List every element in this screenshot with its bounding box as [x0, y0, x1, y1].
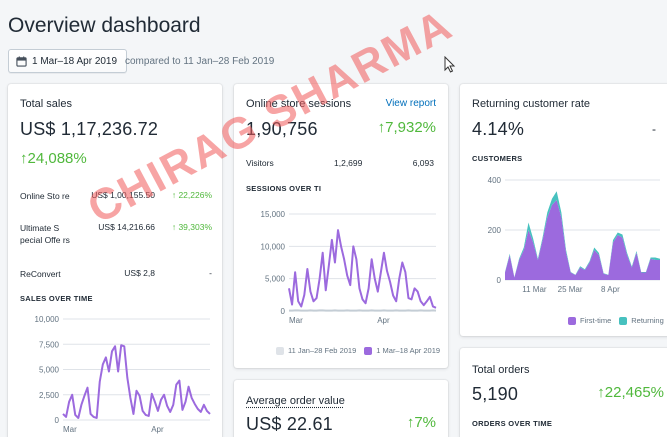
returning-value: 4.14%	[472, 119, 525, 139]
visitors-change: 6,093	[412, 158, 434, 168]
sales-row-name: ReConvert	[20, 269, 61, 279]
x-tick-label: Apr	[151, 425, 164, 434]
average-order-value: US$ 22.61	[246, 414, 333, 434]
sales-row: Online Sto re US$ 1,00,155.50 ↑ 22,226%	[20, 190, 212, 202]
customers-chart: 0 200 400 11 Mar 25 Mar 8 Apr	[488, 176, 660, 294]
legend-swatch-previous	[276, 346, 284, 355]
sales-row-value: US$ 2,8	[124, 268, 155, 278]
page-title: Overview dashboard	[8, 14, 201, 37]
sessions-card: Online store sessions View report 1,90,7…	[234, 84, 448, 368]
legend-swatch-returning	[619, 316, 628, 325]
sales-row-value: US$ 1,00,155.50	[91, 190, 155, 200]
y-tick-label: 5,000	[39, 366, 60, 375]
customers-legend: First-time Returning	[568, 316, 664, 325]
sales-row-name: Ultimate S pecial Offe rs	[20, 223, 70, 245]
returning-title: Returning customer rate	[472, 98, 590, 110]
x-tick-label: 11 Mar	[522, 285, 547, 294]
sales-row-change: ↑ 22,226%	[171, 190, 212, 200]
compare-text: compared to 11 Jan–28 Feb 2019	[125, 56, 275, 67]
legend-current-label: 1 Mar–18 Apr 2019	[376, 346, 441, 355]
sales-row-change: ↑ 39,303%	[171, 222, 212, 232]
sales-row-name: Online Sto re	[20, 191, 70, 201]
legend-swatch-first-time	[568, 316, 576, 325]
x-tick-label: Apr	[377, 316, 390, 325]
y-tick-label: 7,500	[39, 340, 60, 349]
view-report-link[interactable]: View report	[385, 98, 436, 109]
legend-returning-label: Returning	[631, 316, 664, 325]
y-tick-label: 10,000	[261, 242, 286, 251]
y-tick-label: 0	[55, 416, 60, 425]
sales-row-change: -	[209, 268, 212, 278]
sales-row: Ultimate S pecial Offe rs US$ 14,216.66 …	[20, 222, 212, 246]
legend-previous-label: 11 Jan–28 Feb 2019	[288, 346, 357, 355]
x-tick-label: 25 Mar	[558, 285, 583, 294]
date-range-button[interactable]: 1 Mar–18 Apr 2019	[8, 49, 128, 73]
average-order-change: ↑7%	[406, 414, 436, 431]
sessions-value: 1,90,756	[246, 119, 318, 139]
average-order-card: Average order value US$ 22.61 ↑7%	[234, 380, 448, 437]
y-tick-label: 0	[281, 307, 286, 316]
orders-chart-title: ORDERS OVER TIME	[472, 419, 553, 428]
legend-first-time-label: First-time	[580, 316, 612, 325]
y-tick-label: 400	[488, 176, 502, 185]
y-tick-label: 200	[488, 226, 502, 235]
line-series-1	[288, 229, 437, 309]
sales-chart-title: SALES OVER TIME	[20, 294, 93, 303]
sessions-legend: 11 Jan–28 Feb 2019 1 Mar–18 Apr 2019	[276, 346, 440, 355]
x-tick-label: Mar	[63, 425, 77, 434]
date-range-label: 1 Mar–18 Apr 2019	[32, 55, 118, 67]
returning-dash: -	[652, 122, 656, 136]
mouse-cursor-icon	[444, 56, 456, 73]
x-tick-label: Mar	[289, 316, 303, 325]
x-tick-label: 8 Apr	[601, 285, 620, 294]
total-sales-card: Total sales US$ 1,17,236.72 ↑24,088% Onl…	[8, 84, 222, 437]
y-tick-label: 2,500	[39, 391, 60, 400]
sessions-over-time-chart: 0 5,000 10,000 15,000 Mar Apr	[261, 210, 437, 325]
total-orders-change: ↑22,465%	[597, 384, 664, 401]
total-orders-card: Total orders 5,190 ↑22,465% ORDERS OVER …	[460, 348, 667, 437]
area-series-first-time	[505, 200, 660, 280]
total-sales-change: ↑24,088%	[20, 150, 87, 167]
calendar-icon	[16, 55, 27, 67]
y-tick-label: 0	[497, 276, 502, 285]
visitors-value: 1,2,699	[334, 158, 363, 168]
sessions-change: ↑7,932%	[377, 119, 436, 136]
sales-over-time-chart: 0 2,500 5,000 7,500 10,000 Mar Apr	[35, 315, 211, 434]
y-tick-label: 15,000	[261, 210, 286, 219]
sales-row-value: US$ 14,216.66	[98, 222, 155, 232]
y-tick-label: 10,000	[35, 315, 60, 324]
sessions-title: Online store sessions	[246, 98, 352, 110]
total-orders-title: Total orders	[472, 364, 530, 376]
total-sales-title: Total sales	[20, 98, 72, 110]
average-order-title: Average order value	[246, 395, 345, 407]
total-orders-value: 5,190	[472, 384, 519, 404]
sessions-chart-title: SESSIONS OVER TI	[246, 184, 322, 193]
visitors-label: Visitors	[246, 158, 274, 168]
sales-row: ReConvert US$ 2,8 -	[20, 268, 212, 280]
returning-customer-card: Returning customer rate 4.14% - CUSTOMER…	[460, 84, 667, 336]
customers-chart-title: CUSTOMERS	[472, 154, 523, 163]
line-series-0	[62, 344, 211, 419]
y-tick-label: 5,000	[265, 275, 286, 284]
legend-swatch-current	[364, 346, 373, 355]
total-sales-value: US$ 1,17,236.72	[20, 119, 159, 139]
